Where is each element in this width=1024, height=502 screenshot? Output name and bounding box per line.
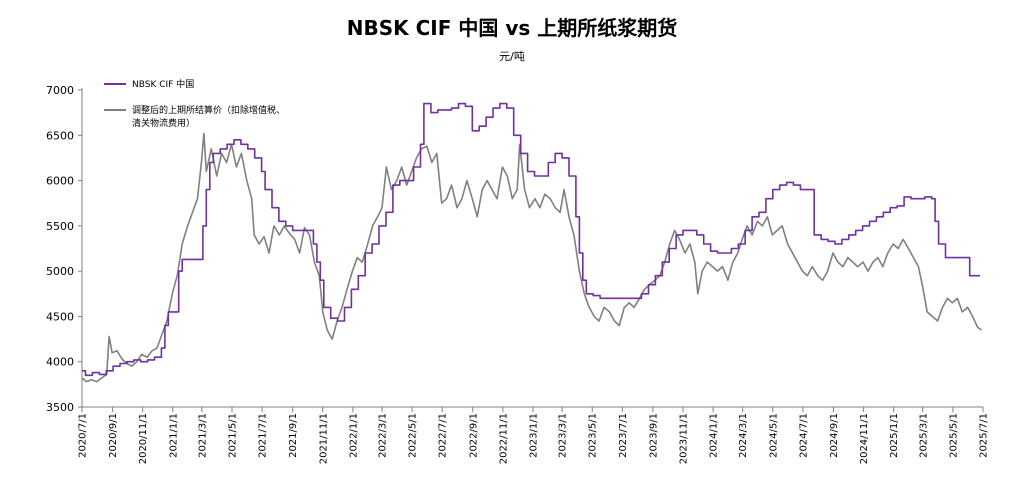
- x-tick-label: 2023/1/1: [528, 413, 539, 458]
- x-tick-label: 2024/7/1: [798, 413, 809, 458]
- y-tick-label: 4500: [46, 310, 74, 323]
- x-tick-label: 2023/11/1: [678, 413, 689, 464]
- x-tick-label: 2021/5/1: [228, 413, 239, 458]
- x-tick-label: 2024/9/1: [829, 413, 840, 458]
- x-tick-label: 2020/11/1: [138, 413, 149, 464]
- series-line-nbsk: [82, 102, 980, 377]
- legend-label-shfe: 调整后的上期所结算价（扣除增值税、: [132, 104, 285, 116]
- y-tick-label: 5000: [46, 265, 74, 278]
- series-line-shfe: [81, 132, 982, 383]
- x-tick-label: 2024/5/1: [768, 413, 779, 458]
- x-tick-label: 2023/7/1: [618, 413, 629, 458]
- y-tick-label: 3500: [46, 401, 74, 414]
- x-tick-label: 2021/11/1: [318, 413, 329, 464]
- x-tick-label: 2020/9/1: [108, 413, 119, 458]
- x-tick-label: 2022/11/1: [498, 413, 509, 464]
- x-tick-label: 2021/1/1: [168, 413, 179, 458]
- legend-label-nbsk: NBSK CIF 中国: [132, 78, 194, 90]
- x-tick-label: 2023/3/1: [558, 413, 569, 458]
- x-tick-label: 2024/11/1: [859, 413, 870, 464]
- x-tick-label: 2021/7/1: [258, 413, 269, 458]
- x-tick-label: 2025/1/1: [889, 413, 900, 458]
- x-tick-label: 2023/9/1: [648, 413, 659, 458]
- x-tick-label: 2020/7/1: [78, 413, 89, 458]
- x-tick-label: 2023/5/1: [588, 413, 599, 458]
- x-tick-label: 2024/1/1: [709, 413, 720, 458]
- unit-label: 元/吨: [499, 50, 525, 63]
- x-tick-label: 2022/1/1: [348, 413, 359, 458]
- x-tick-label: 2025/3/1: [918, 413, 929, 458]
- x-tick-label: 2021/3/1: [197, 413, 208, 458]
- y-tick-label: 4000: [46, 356, 74, 369]
- axes: 3500 4000 4500 5000 5500 6000 6500 7000 2020/7/1…: [46, 84, 990, 464]
- x-tick-label: 2025/7/1: [979, 413, 990, 458]
- x-tick-label: 2021/9/1: [288, 413, 299, 458]
- series-layer: [81, 102, 982, 383]
- y-tick-label: 5500: [46, 220, 74, 233]
- x-tick-label: 2022/3/1: [378, 413, 389, 458]
- x-tick-label: 2022/7/1: [438, 413, 449, 458]
- y-tick-label: 7000: [46, 84, 74, 97]
- x-tick-label: 2025/5/1: [948, 413, 959, 458]
- chart-title: NBSK CIF 中国 vs 上期所纸浆期货: [346, 16, 678, 40]
- x-tick-label: 2022/9/1: [468, 413, 479, 458]
- legend-label-shfe: 清关物流费用）: [132, 117, 195, 129]
- y-tick-label: 6000: [46, 175, 74, 188]
- x-tick-label: 2024/3/1: [738, 413, 749, 458]
- x-tick-label: 2022/5/1: [408, 413, 419, 458]
- y-tick-label: 6500: [46, 129, 74, 142]
